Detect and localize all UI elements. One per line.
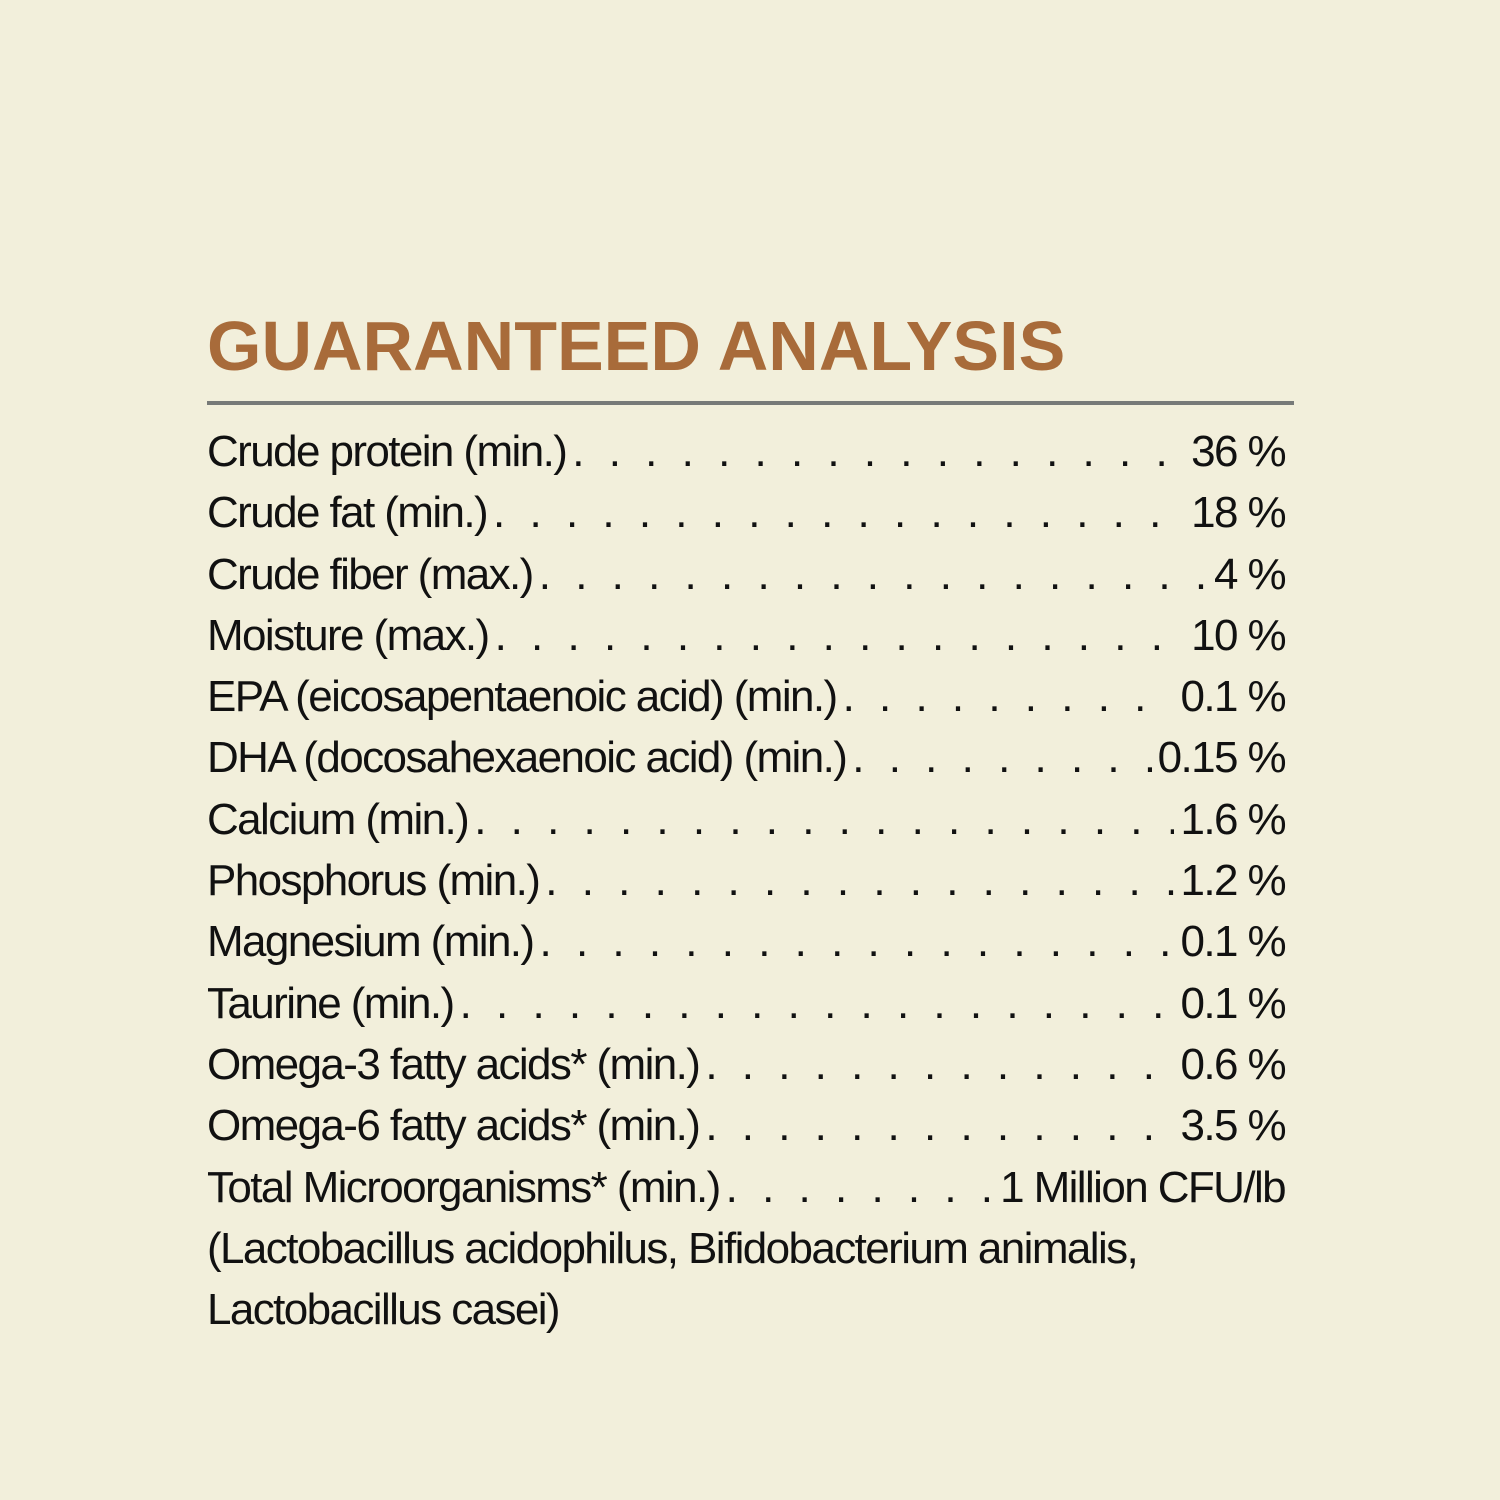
dot-leader: [545, 850, 1174, 911]
nutrient-label: Crude fiber (max.): [207, 549, 534, 599]
nutrient-label: Phosphorus (min.): [207, 856, 541, 906]
nutrient-label: DHA (docosahexaenoic acid) (min.): [207, 733, 848, 783]
dot-leader: [705, 1095, 1174, 1156]
analysis-row: Omega-3 fatty acids* (min.) 0.6 %: [207, 1034, 1287, 1095]
footnote-line: Lactobacillus casei): [207, 1285, 561, 1335]
analysis-table: Crude protein (min.) 36 % Crude fat (min.)…: [207, 421, 1287, 1340]
dot-leader: [843, 666, 1175, 727]
analysis-row: Taurine (min.) 0.1 %: [207, 973, 1287, 1034]
nutrient-label: Total Microorganisms* (min.): [207, 1162, 721, 1212]
analysis-row: Omega-6 fatty acids* (min.) 3.5 %: [207, 1095, 1287, 1156]
analysis-row: EPA (eicosapentaenoic acid) (min.) 0.1 %: [207, 666, 1287, 727]
nutrient-label: Taurine (min.): [207, 978, 455, 1028]
nutrient-value: 0.15 %: [1157, 733, 1287, 783]
nutrient-value: 36 %: [1191, 427, 1286, 476]
analysis-row: Total Microorganisms* (min.) 1 Million CF…: [207, 1157, 1287, 1218]
title-divider: [207, 401, 1294, 405]
nutrient-value: 18 %: [1191, 488, 1286, 538]
nutrient-label: Omega-3 fatty acids* (min.): [207, 1039, 701, 1089]
dot-leader: [705, 1034, 1174, 1095]
nutrient-value: 0.1 %: [1180, 672, 1286, 722]
nutrient-value: 10 %: [1191, 610, 1286, 660]
analysis-row: Moisture (max.) 10 %: [207, 605, 1287, 666]
analysis-row: Calcium (min.) 1.6 %: [207, 789, 1287, 850]
dot-leader: [540, 911, 1175, 972]
analysis-row: DHA (docosahexaenoic acid) (min.) 0.15 %: [207, 727, 1287, 788]
nutrient-label: Calcium (min.): [207, 794, 470, 844]
dot-leader: [852, 727, 1151, 788]
analysis-row: Crude fat (min.) 18 %: [207, 482, 1287, 543]
analysis-row: Crude fiber (max.) 4 %: [207, 544, 1287, 605]
dot-leader: [726, 1157, 994, 1218]
nutrient-label: EPA (eicosapentaenoic acid) (min.): [207, 672, 838, 722]
nutrient-value: 0.1 %: [1180, 917, 1286, 967]
footnote-line: (Lactobacillus acidophilus, Bifidobacter…: [207, 1223, 1139, 1273]
analysis-row: Crude protein (min.) 36 %: [207, 421, 1287, 482]
nutrient-value: 1.6 %: [1180, 794, 1286, 844]
nutrient-label: Crude protein (min.): [207, 427, 568, 476]
nutrient-value: 4 %: [1213, 549, 1287, 599]
analysis-row: Phosphorus (min.) 1.2 %: [207, 850, 1287, 911]
nutrient-value: 3.5 %: [1180, 1101, 1286, 1151]
nutrient-value: 0.6 %: [1180, 1039, 1286, 1089]
nutrient-label: Moisture (max.): [207, 610, 490, 660]
page-title: GUARANTEED ANALYSIS: [207, 307, 1066, 385]
dot-leader: [460, 973, 1175, 1034]
nutrient-label: Omega-6 fatty acids* (min.): [207, 1101, 701, 1151]
nutrient-value: 1 Million CFU/lb: [1000, 1162, 1287, 1212]
dot-leader: [474, 789, 1174, 850]
nutrient-label: Magnesium (min.): [207, 917, 535, 967]
analysis-row: Magnesium (min.) 0.1 %: [207, 911, 1287, 972]
dot-leader: [495, 605, 1186, 666]
dot-leader: [493, 482, 1185, 543]
nutrient-value: 0.1 %: [1180, 978, 1286, 1028]
dot-leader: [539, 544, 1208, 605]
nutrient-value: 1.2 %: [1180, 856, 1286, 906]
dot-leader: [572, 421, 1185, 482]
nutrient-label: Crude fat (min.): [207, 488, 489, 538]
